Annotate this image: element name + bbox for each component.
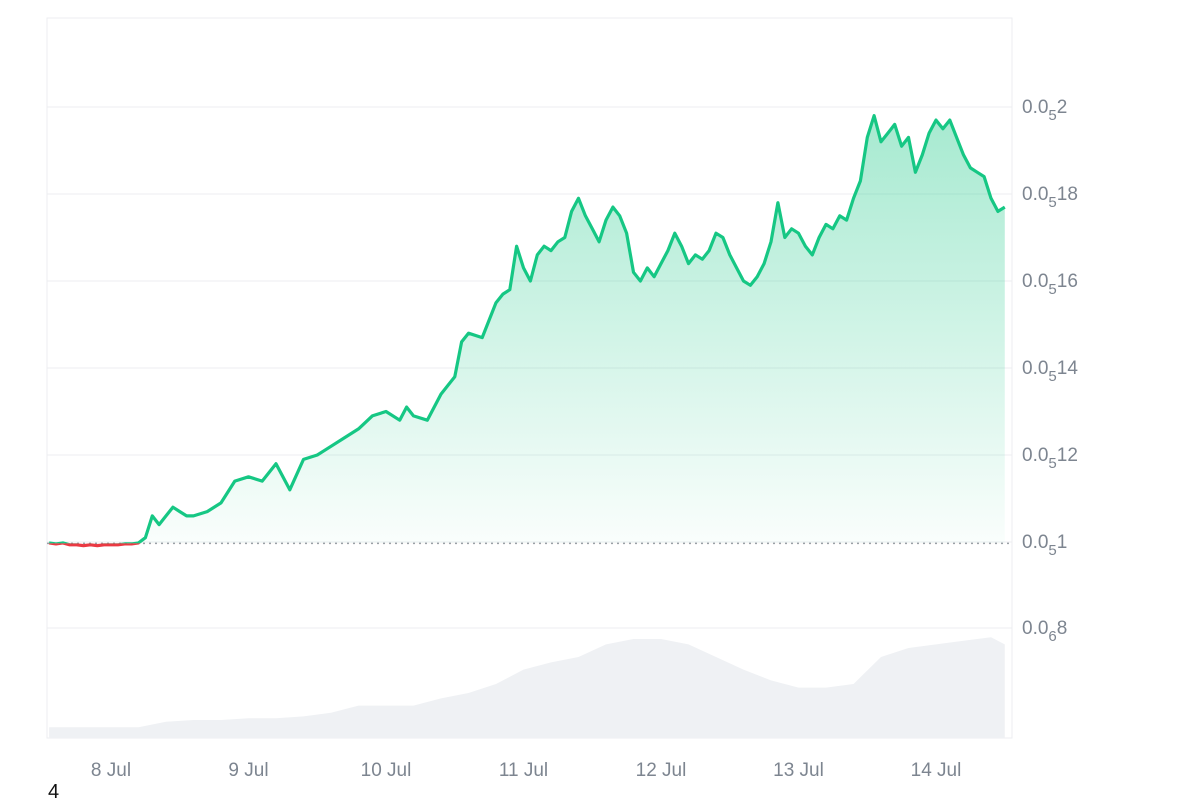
price-line-up [49, 114, 1006, 544]
x-axis-ticks: 8 Jul 9 Jul 10 Jul 11 Jul 12 Jul 13 Jul 14 Jul [91, 760, 961, 781]
x-tick-label: 8 Jul [91, 760, 131, 781]
y-tick-label: 0.0516 [1022, 271, 1078, 298]
y-tick-label: 0.0518 [1022, 184, 1078, 211]
y-tick-label: 0.068 [1022, 618, 1067, 645]
y-tick-label: 0.052 [1022, 97, 1067, 124]
y-tick-label: 0.0514 [1022, 358, 1078, 385]
y-tick-label: 0.0512 [1022, 445, 1078, 472]
x-tick-label: 12 Jul [636, 760, 687, 781]
volume-area [49, 637, 1005, 738]
x-tick-label: 13 Jul [773, 760, 824, 781]
x-tick-label: 14 Jul [911, 760, 962, 781]
footnote-text: 4 [48, 781, 60, 803]
x-tick-label: 11 Jul [499, 760, 548, 781]
y-axis-ticks: 0.068 0.051 0.0512 0.0514 0.0516 0.0518 0.052 [1022, 97, 1078, 645]
y-tick-label: 0.051 [1022, 532, 1067, 559]
price-area-up [49, 115, 1005, 544]
x-tick-label: 10 Jul [361, 760, 412, 781]
x-tick-label: 9 Jul [228, 760, 268, 781]
